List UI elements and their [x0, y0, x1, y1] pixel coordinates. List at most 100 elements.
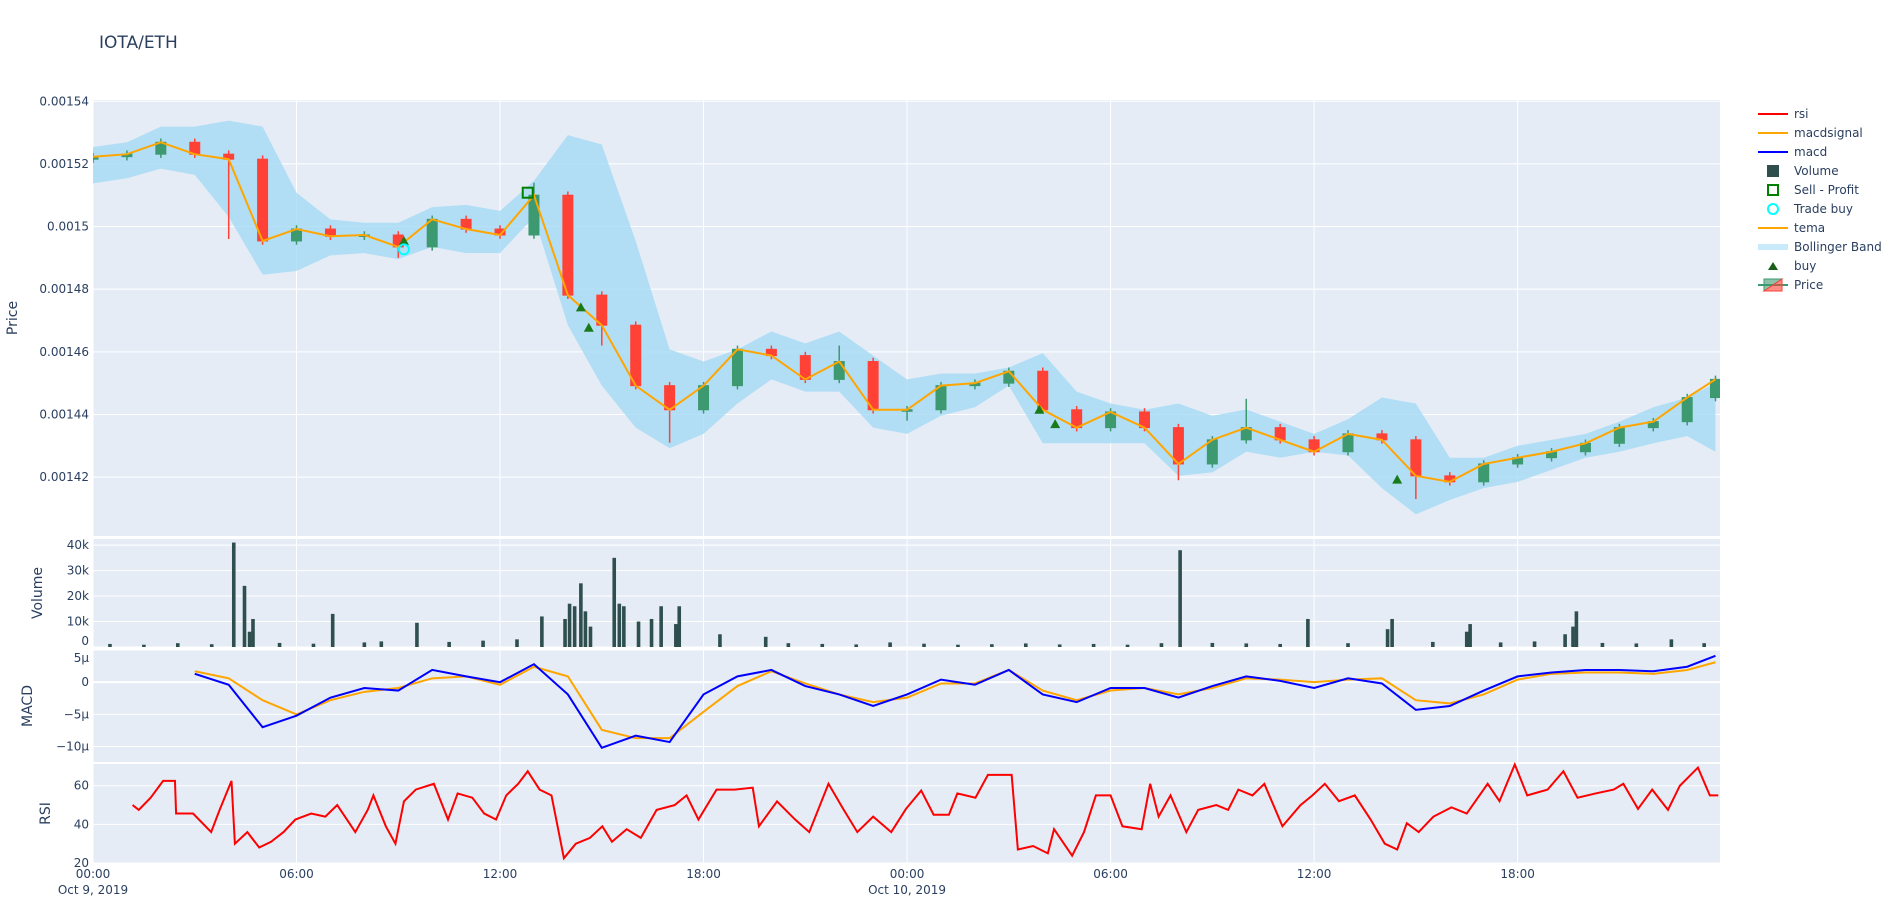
y-axis-title: MACD	[20, 685, 36, 727]
volume-bar	[175, 643, 180, 647]
volume-bar	[1702, 643, 1706, 647]
legend-item-buy[interactable]: buy	[1768, 259, 1816, 273]
circle-open-icon	[1767, 203, 1779, 215]
legend-label: Sell - Profit	[1794, 183, 1859, 197]
bollinger-band	[93, 120, 1716, 515]
x-tick-label: 12:00	[1297, 867, 1332, 881]
volume-bar	[242, 585, 247, 647]
x-tick-label: 12:00	[483, 867, 518, 881]
volume-bar	[1210, 642, 1215, 647]
y-tick-label: 0.00142	[39, 470, 89, 484]
legend-label: Volume	[1794, 164, 1839, 178]
volume-bar	[763, 636, 768, 647]
volume-bar	[209, 644, 214, 647]
volume-bar	[311, 643, 316, 647]
volume-bar	[579, 583, 583, 647]
volume-bar	[1574, 611, 1579, 647]
buy-marker	[583, 322, 594, 332]
volume-bar	[1464, 631, 1469, 647]
y-tick-label: 40k	[67, 538, 89, 552]
volume-bar	[588, 626, 593, 647]
y-tick-label: 20k	[67, 589, 89, 603]
y-tick-label: 0.00146	[39, 345, 89, 359]
candle-body	[426, 218, 438, 248]
volume-bar	[362, 642, 367, 647]
volume-bar	[1468, 624, 1472, 647]
legend-item-tema[interactable]: tema	[1758, 221, 1825, 235]
y-tick-label: 5µ	[74, 651, 90, 665]
candle-body	[562, 194, 574, 296]
legend-circle	[1767, 203, 1779, 215]
x-tick-label: 00:00	[890, 867, 925, 881]
legend-item-volume[interactable]: Volume	[1767, 164, 1839, 178]
volume-bar	[1091, 643, 1096, 647]
volume-bar	[1159, 643, 1164, 647]
legend-item-price[interactable]: Price	[1758, 278, 1823, 292]
volume-bar	[1023, 643, 1028, 647]
legend-label: Bollinger Band	[1794, 240, 1882, 254]
legend-item-sell-profit[interactable]: Sell - Profit	[1767, 183, 1859, 197]
candle-body	[1172, 427, 1184, 465]
volume-bar	[888, 642, 892, 647]
y-tick-label: −5µ	[64, 707, 90, 721]
rsi-line	[131, 761, 1719, 861]
plot-area-2	[93, 650, 1720, 762]
volume-bar	[108, 643, 112, 647]
volume-bar	[330, 613, 335, 647]
volume-bar	[1634, 643, 1639, 647]
candle-body	[731, 348, 743, 387]
buy-marker	[1034, 404, 1045, 414]
y-axis-title: Price	[5, 301, 21, 335]
sell-profit-marker	[521, 186, 534, 199]
candle-body	[867, 361, 879, 411]
legend-dec	[1762, 278, 1783, 292]
legend-item-macdsignal[interactable]: macdsignal	[1758, 126, 1863, 140]
volume-bar	[415, 622, 419, 647]
volume-bar	[956, 644, 960, 647]
legend-label: macd	[1794, 145, 1827, 159]
candle-body	[596, 294, 608, 326]
volume-bar	[1278, 643, 1282, 647]
legend: rsi macdsignal macd Volume Sell - Profit Trad…	[1758, 107, 1882, 292]
y-tick-label: 0.00148	[39, 282, 89, 296]
buy-marker	[1392, 474, 1403, 484]
volume-bar	[636, 621, 641, 647]
legend-item-bollinger-band[interactable]: Bollinger Band	[1758, 240, 1882, 254]
buy-marker	[398, 235, 409, 245]
volume-bar	[247, 631, 252, 647]
y-tick-label: 0	[81, 634, 89, 648]
tema-line	[93, 141, 1717, 483]
volume-bar	[1306, 618, 1310, 647]
volume-bar	[142, 644, 146, 647]
legend-item-rsi[interactable]: rsi	[1758, 107, 1809, 121]
volume-bar	[612, 557, 617, 647]
volume-bar	[1498, 642, 1503, 647]
legend-item-macd[interactable]: macd	[1758, 145, 1827, 159]
volume-bar	[1346, 643, 1350, 647]
plot-area-3	[93, 764, 1720, 863]
y-tick-label: −10µ	[56, 740, 89, 754]
volume-bar	[1125, 644, 1130, 647]
volume-bar	[1385, 629, 1390, 647]
y-tick-label: 0.00152	[39, 157, 89, 171]
square-open-icon	[1767, 184, 1779, 196]
x-tick-date-label: Oct 10, 2019	[868, 883, 946, 897]
volume-bar	[540, 616, 544, 647]
volume-bar	[922, 643, 926, 647]
x-tick-label: 06:00	[279, 867, 314, 881]
legend-item-trade-buy[interactable]: Trade buy	[1767, 202, 1853, 216]
legend-square	[1767, 184, 1779, 196]
y-tick-label: 40	[74, 817, 89, 831]
legend-square	[1767, 165, 1779, 177]
trade-buy-marker	[397, 243, 410, 256]
x-tick-date-label: Oct 9, 2019	[58, 883, 128, 897]
candle-body	[528, 194, 540, 236]
volume-bar	[572, 606, 577, 647]
legend-label: tema	[1794, 221, 1825, 235]
candle-body	[93, 156, 99, 160]
y-tick-label: 0.0015	[47, 220, 89, 234]
y-tick-label: 0	[81, 675, 89, 689]
volume-bar	[251, 618, 255, 647]
volume-bar	[1532, 641, 1537, 647]
